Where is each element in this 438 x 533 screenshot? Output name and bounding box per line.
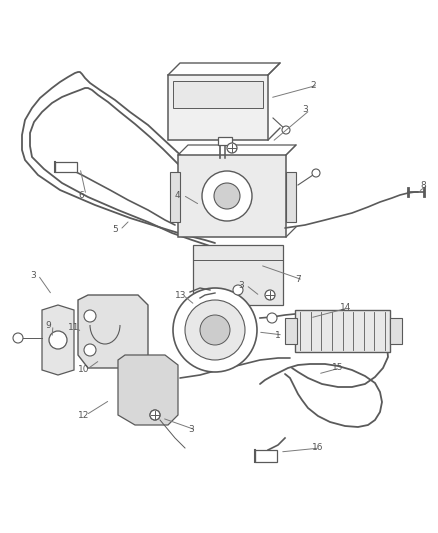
Bar (193, 245, 283, 305)
Text: 9: 9 (45, 320, 51, 329)
Text: 1: 1 (275, 330, 281, 340)
Circle shape (202, 171, 252, 221)
Bar (285, 318, 297, 344)
Circle shape (282, 126, 290, 134)
Circle shape (200, 315, 230, 345)
Text: 16: 16 (312, 443, 324, 453)
Text: 3: 3 (238, 280, 244, 289)
Circle shape (49, 331, 67, 349)
Text: 14: 14 (340, 303, 351, 312)
Circle shape (312, 169, 320, 177)
Text: 3: 3 (188, 425, 194, 434)
Circle shape (227, 143, 237, 153)
Text: 7: 7 (295, 276, 301, 285)
Bar (218, 137, 232, 145)
Circle shape (185, 300, 245, 360)
Circle shape (84, 310, 96, 322)
Bar (255, 450, 277, 462)
Bar (295, 310, 390, 352)
Text: 10: 10 (78, 366, 89, 375)
Text: 13: 13 (175, 290, 187, 300)
Polygon shape (118, 355, 178, 425)
Circle shape (214, 183, 240, 209)
Circle shape (150, 410, 160, 420)
Text: 2: 2 (310, 80, 316, 90)
Text: 6: 6 (78, 190, 84, 199)
Text: 12: 12 (78, 410, 89, 419)
Bar (168, 75, 268, 140)
Circle shape (150, 410, 160, 420)
Text: 4: 4 (175, 190, 180, 199)
Circle shape (84, 344, 96, 356)
Circle shape (13, 333, 23, 343)
Text: 3: 3 (30, 271, 36, 279)
Circle shape (267, 313, 277, 323)
Bar (55, 162, 77, 172)
Text: 8: 8 (420, 181, 426, 190)
Text: 5: 5 (112, 225, 118, 235)
Bar (178, 155, 286, 237)
Bar (286, 172, 296, 222)
Text: 15: 15 (332, 364, 343, 373)
Bar (173, 81, 263, 108)
Polygon shape (78, 295, 148, 368)
Text: 11: 11 (68, 324, 80, 333)
Circle shape (233, 285, 243, 295)
Circle shape (265, 290, 275, 300)
Bar (390, 318, 402, 344)
Text: 3: 3 (302, 106, 308, 115)
Polygon shape (42, 305, 74, 375)
Circle shape (173, 288, 257, 372)
Bar (170, 172, 180, 222)
